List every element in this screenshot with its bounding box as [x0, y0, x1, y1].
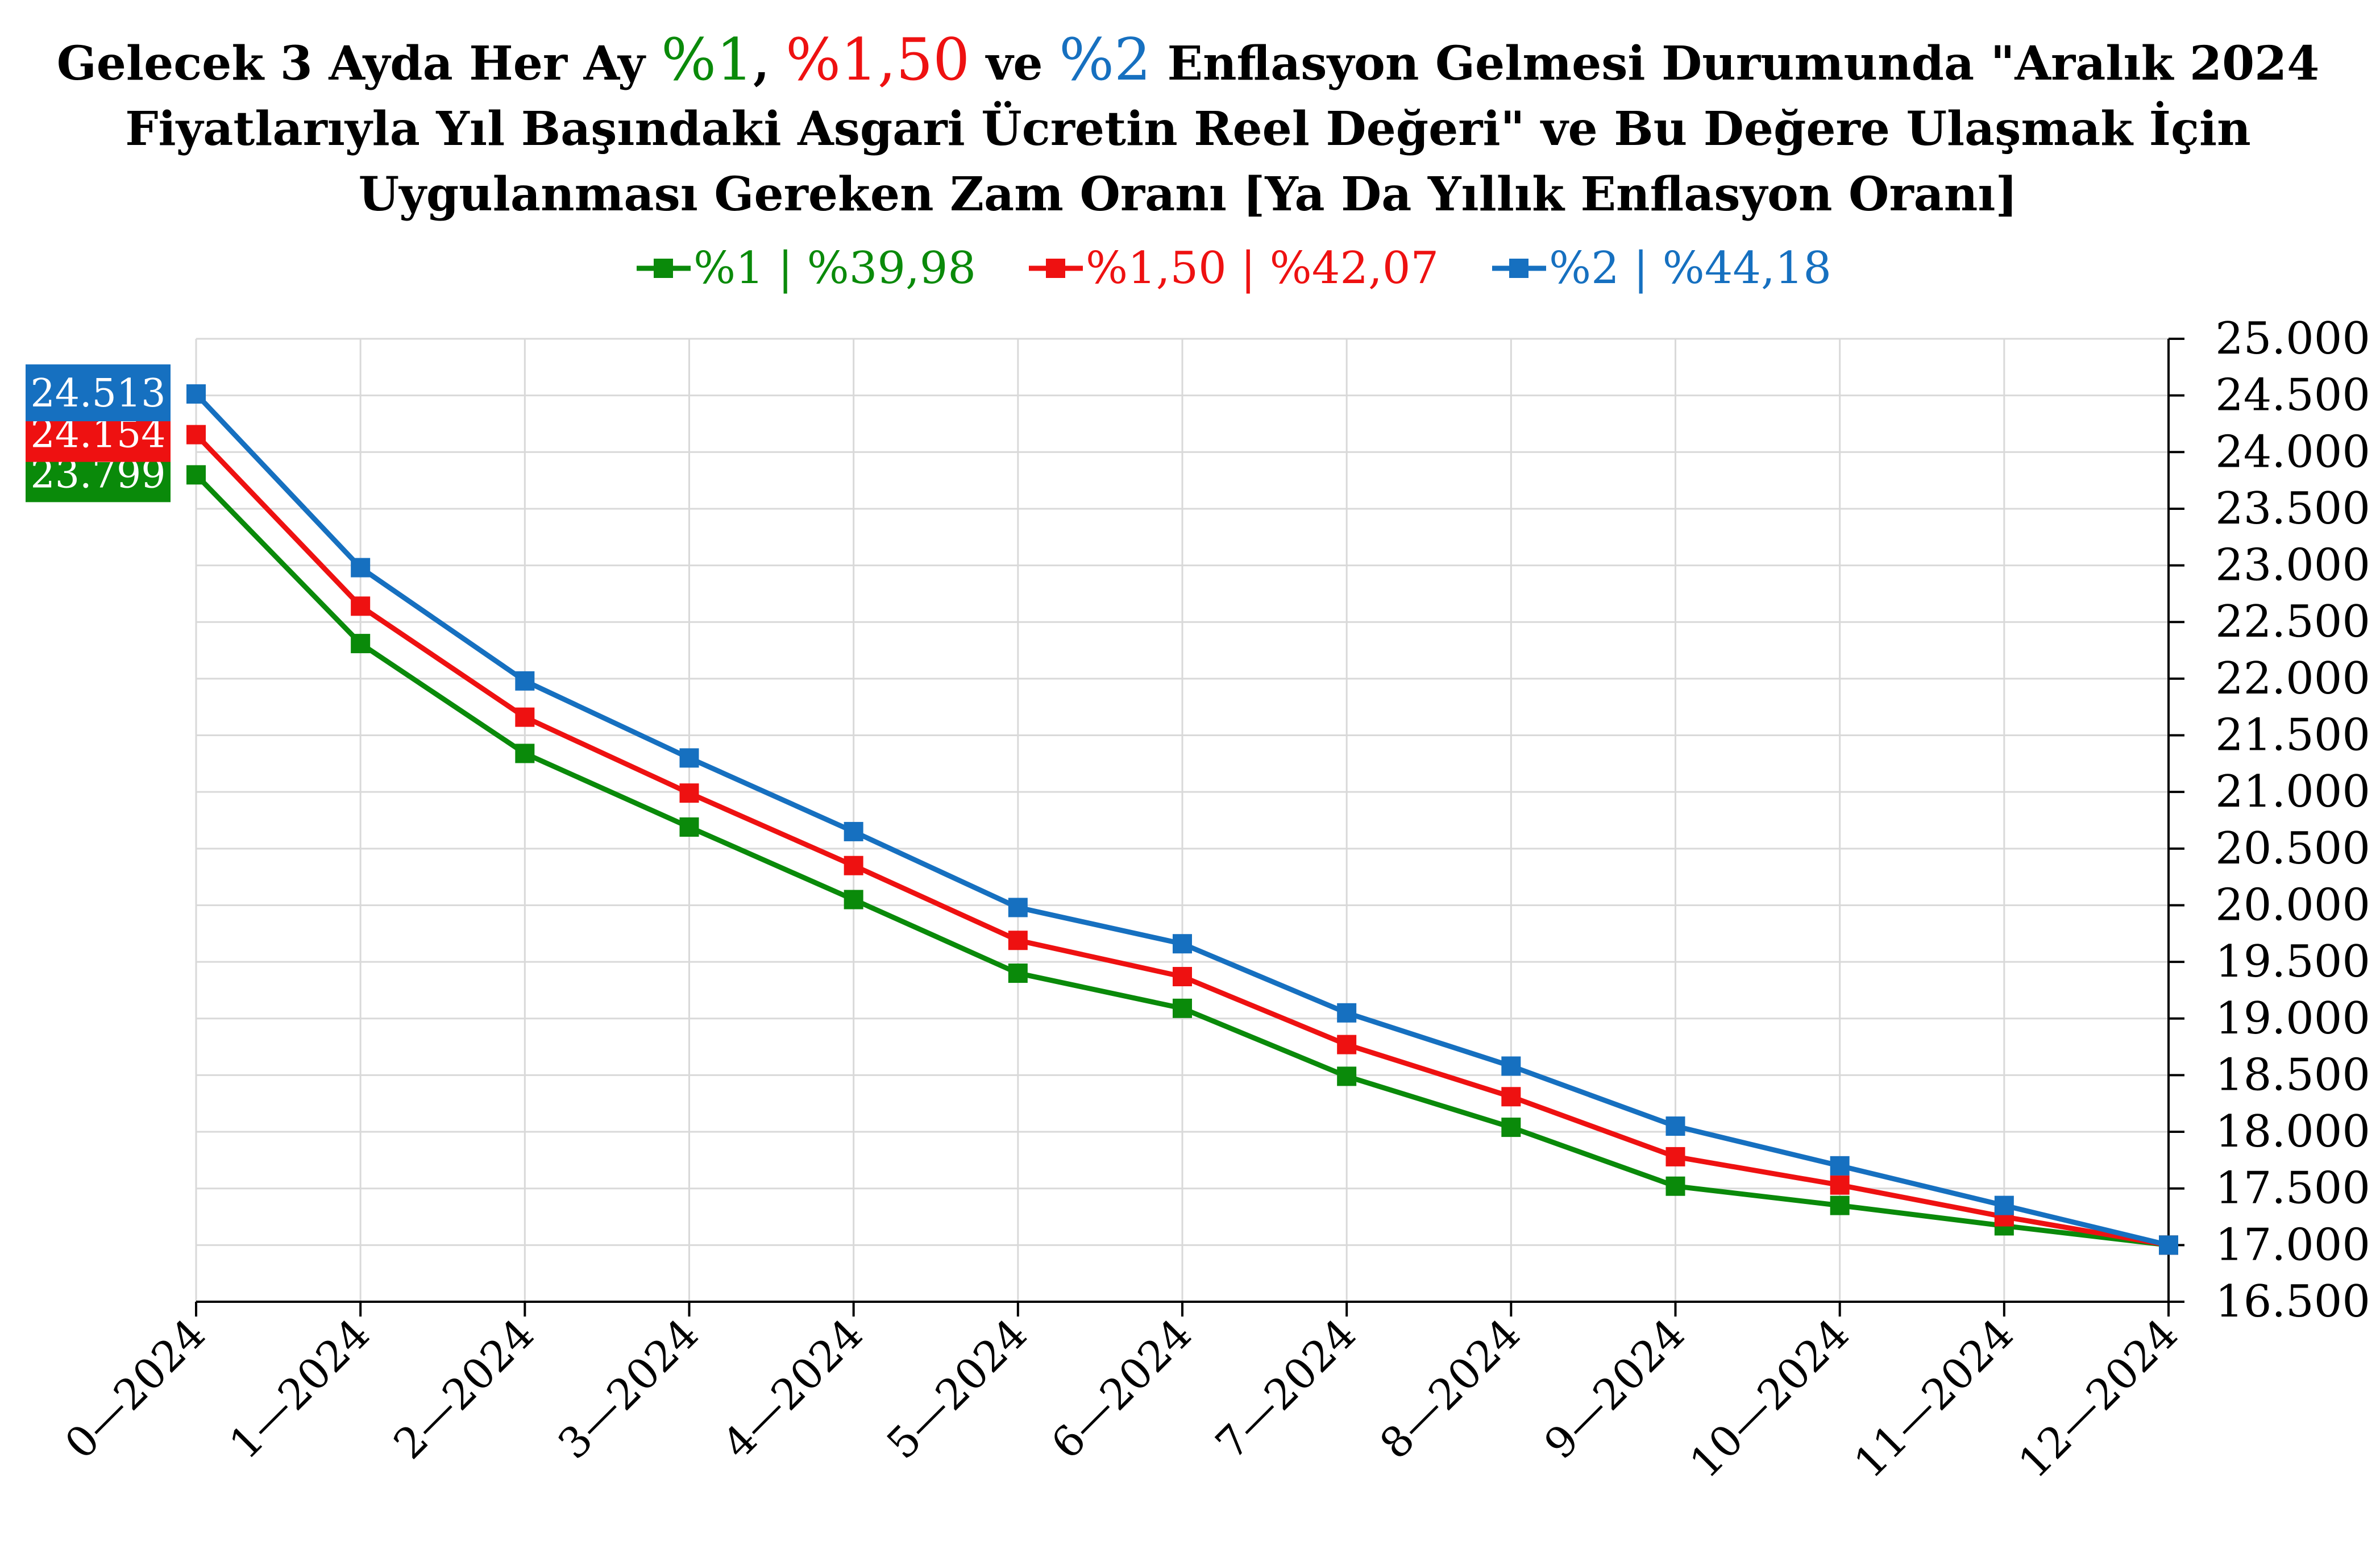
x-tick-label: 1—2024 — [220, 1310, 379, 1469]
legend-item-2: %1,50 | %42,07 — [1029, 243, 1439, 294]
x-tick-label: 7—2024 — [1206, 1310, 1365, 1469]
data-point — [1501, 1056, 1521, 1076]
y-tick-label: 16.500 — [2215, 1276, 2370, 1327]
data-point — [186, 425, 206, 445]
title-segment: %2 — [1059, 26, 1151, 94]
data-point — [1008, 898, 1028, 917]
data-point — [515, 707, 535, 727]
y-tick-label: 22.000 — [2215, 653, 2370, 704]
y-tick-label: 21.000 — [2215, 766, 2370, 817]
y-tick-label: 19.500 — [2215, 936, 2370, 987]
x-tick-label: 3—2024 — [549, 1310, 708, 1469]
series — [186, 384, 2178, 1255]
y-tick-label: 24.000 — [2215, 426, 2370, 477]
series-3 — [186, 384, 2178, 1255]
data-point — [844, 890, 863, 910]
data-point — [1830, 1195, 1850, 1215]
title-segment: %1,50 — [786, 26, 970, 94]
title-line-1: Gelecek 3 Ayda Her Ay %1, %1,50 ve %2 En… — [57, 26, 2320, 94]
data-point — [1337, 1003, 1357, 1023]
y-tick-label: 21.500 — [2215, 710, 2370, 761]
data-point — [1665, 1176, 1685, 1196]
x-axis-ticks: 0—2024 1—2024 2—2024 3—2024 4—2024 5—2024 6—20… — [56, 1302, 2187, 1488]
data-point — [1337, 1066, 1357, 1086]
data-point — [679, 783, 699, 803]
title-segment: %1 — [661, 26, 753, 94]
y-tick-label: 19.000 — [2215, 993, 2370, 1044]
data-point — [1173, 934, 1192, 954]
data-point — [1337, 1035, 1357, 1054]
data-point — [1830, 1156, 1850, 1176]
start-label-text: 24.513 — [31, 371, 166, 416]
data-point — [1501, 1087, 1521, 1107]
title-segment: Enflasyon Gelmesi Durumunda "Aralık 2024 — [1151, 36, 2319, 91]
data-point — [679, 817, 699, 837]
x-tick-label: 4—2024 — [713, 1310, 873, 1469]
y-tick-label: 18.000 — [2215, 1106, 2370, 1157]
y-tick-label: 20.500 — [2215, 823, 2370, 874]
start-label-3: 24.513 — [26, 364, 171, 422]
y-tick-label: 18.500 — [2215, 1049, 2370, 1101]
data-point — [1173, 967, 1192, 987]
x-tick-label: 10—2024 — [1681, 1310, 1859, 1488]
legend-label: %2 | %44,18 — [1549, 243, 1831, 294]
data-point — [1665, 1116, 1685, 1136]
title-segment: , — [753, 36, 786, 91]
y-tick-label: 22.500 — [2215, 596, 2370, 647]
title-segment: Fiyatlarıyla Yıl Başındaki Asgari Ücreti… — [125, 101, 2250, 156]
y-tick-label: 24.500 — [2215, 370, 2370, 421]
y-tick-label: 20.000 — [2215, 879, 2370, 931]
title-line-3: Uygulanması Gereken Zam Oranı [Ya Da Yıl… — [359, 167, 2018, 222]
legend: %1 | %39,98 %1,50 | %42,07 %2 | %44,18 — [637, 243, 1831, 294]
x-tick-label: 0—2024 — [56, 1310, 215, 1469]
title-segment: Gelecek 3 Ayda Her Ay — [57, 36, 661, 91]
data-point — [844, 856, 863, 875]
y-tick-label: 23.500 — [2215, 483, 2370, 534]
x-tick-label: 9—2024 — [1535, 1310, 1694, 1469]
x-tick-label: 11—2024 — [1845, 1310, 2023, 1488]
data-point — [515, 671, 535, 691]
legend-marker — [1046, 259, 1065, 278]
y-tick-label: 25.000 — [2215, 313, 2370, 364]
legend-label: %1 | %39,98 — [693, 243, 976, 294]
data-point — [515, 744, 535, 763]
data-point — [679, 748, 699, 768]
y-tick-label: 23.000 — [2215, 540, 2370, 591]
title-segment: ve — [970, 36, 1059, 91]
x-tick-label: 8—2024 — [1370, 1310, 1530, 1469]
data-point — [1008, 964, 1028, 983]
data-point — [351, 634, 371, 654]
title-line-2: Fiyatlarıyla Yıl Başındaki Asgari Ücreti… — [125, 101, 2250, 156]
chart-title: Gelecek 3 Ayda Her Ay %1, %1,50 ve %2 En… — [57, 26, 2320, 222]
data-point — [1665, 1147, 1685, 1166]
x-tick-label: 2—2024 — [384, 1310, 543, 1469]
data-point — [1830, 1175, 1850, 1195]
title-segment: Uygulanması Gereken Zam Oranı [Ya Da Yıl… — [359, 167, 2018, 222]
legend-item-3: %2 | %44,18 — [1492, 243, 1831, 294]
legend-item-1: %1 | %39,98 — [637, 243, 976, 294]
start-label-box — [26, 364, 171, 422]
data-point — [351, 558, 371, 578]
data-point — [186, 465, 206, 485]
data-point — [844, 821, 863, 841]
legend-label: %1,50 | %42,07 — [1086, 243, 1439, 294]
data-point — [186, 384, 206, 404]
y-tick-label: 17.500 — [2215, 1163, 2370, 1214]
x-tick-label: 6—2024 — [1042, 1310, 1201, 1469]
data-point — [351, 596, 371, 616]
data-point — [1501, 1118, 1521, 1137]
y-tick-label: 17.000 — [2215, 1219, 2370, 1270]
x-tick-label: 5—2024 — [878, 1310, 1037, 1469]
x-tick-label: 12—2024 — [2009, 1310, 2187, 1488]
data-point — [1173, 998, 1192, 1018]
gridlines — [195, 338, 2170, 1303]
legend-marker — [654, 259, 673, 278]
legend-marker — [1509, 259, 1528, 278]
data-point — [1994, 1195, 2014, 1215]
data-point — [1008, 931, 1028, 950]
data-point — [2159, 1235, 2178, 1255]
